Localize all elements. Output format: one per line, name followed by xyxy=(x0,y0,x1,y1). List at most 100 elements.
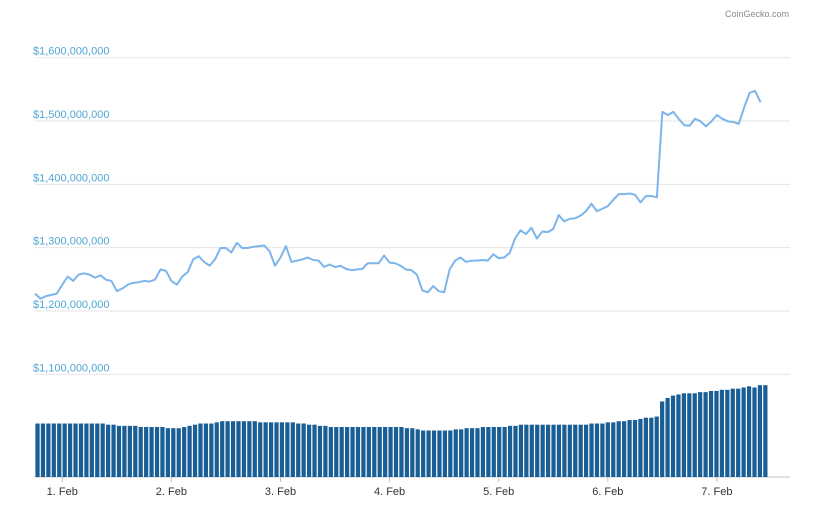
volume-bar xyxy=(594,423,600,477)
volume-bar xyxy=(600,423,605,477)
volume-bar xyxy=(562,424,567,477)
volume-bar xyxy=(268,422,274,477)
volume-bar xyxy=(171,428,176,477)
volume-bar xyxy=(725,389,730,477)
volume-bar xyxy=(448,430,453,477)
volume-bar xyxy=(67,423,73,477)
volume-bar xyxy=(301,423,306,477)
volume-bar xyxy=(100,423,105,477)
volume-bar xyxy=(230,421,236,477)
volume-bar xyxy=(589,423,594,477)
volume-bar xyxy=(176,428,181,477)
volume-bar xyxy=(106,424,111,477)
volume-bar xyxy=(122,425,127,477)
x-axis-labels: 1. Feb 2. Feb 3. Feb 4. Feb 5. Feb 6. Feb 7. F… xyxy=(47,477,732,498)
volume-bar xyxy=(442,430,448,477)
volume-bar xyxy=(350,427,355,477)
volume-bar xyxy=(507,425,513,477)
volume-bar xyxy=(236,421,241,477)
volume-bar xyxy=(323,425,328,477)
volume-bar xyxy=(220,421,225,477)
volume-bar xyxy=(698,392,703,477)
volume-bar xyxy=(681,393,686,477)
volume-bar xyxy=(736,388,741,477)
volume-bar xyxy=(567,424,572,477)
x-tick-label: 6. Feb xyxy=(592,486,623,498)
volume-bars xyxy=(35,385,768,477)
volume-bar xyxy=(165,428,170,477)
volume-bar xyxy=(665,397,670,477)
volume-bar xyxy=(676,394,681,477)
volume-bar xyxy=(57,423,62,477)
volume-bar xyxy=(46,423,51,477)
volume-bar xyxy=(459,429,464,477)
volume-bar xyxy=(480,427,486,477)
volume-bar xyxy=(556,424,562,477)
volume-bar xyxy=(339,427,344,477)
x-tick-label: 2. Feb xyxy=(156,486,187,498)
volume-bar xyxy=(334,427,339,477)
volume-bar xyxy=(312,424,317,477)
volume-bar xyxy=(317,425,323,477)
volume-bar xyxy=(187,425,192,477)
x-tick-label: 5. Feb xyxy=(483,486,514,498)
y-tick-label: $1,400,000,000 xyxy=(33,172,109,184)
volume-bar xyxy=(763,385,768,477)
volume-bar xyxy=(198,423,203,477)
volume-bar xyxy=(415,429,420,477)
volume-bar xyxy=(111,424,116,477)
volume-bar xyxy=(491,427,496,477)
volume-bar xyxy=(383,427,388,477)
volume-bar xyxy=(138,427,143,477)
volume-bar xyxy=(252,421,257,477)
volume-bar xyxy=(361,427,366,477)
volume-bar xyxy=(241,421,247,477)
volume-bar xyxy=(730,388,735,477)
volume-bar xyxy=(410,428,415,477)
volume-bar xyxy=(84,423,89,477)
y-tick-label: $1,200,000,000 xyxy=(33,299,109,311)
volume-bar xyxy=(285,422,290,477)
volume-bar xyxy=(518,424,524,477)
x-tick-label: 1. Feb xyxy=(47,486,78,498)
y-axis-labels: $1,100,000,000 $1,200,000,000 $1,300,000,0… xyxy=(33,46,109,375)
volume-bar xyxy=(535,424,540,477)
volume-bar xyxy=(290,422,295,477)
volume-bar xyxy=(437,430,442,477)
volume-bar xyxy=(632,420,638,477)
volume-bar xyxy=(660,401,665,477)
volume-bar xyxy=(377,427,382,477)
volume-bar xyxy=(475,428,480,477)
volume-bar xyxy=(741,387,746,477)
volume-bar xyxy=(654,416,659,477)
volume-bar xyxy=(692,393,697,477)
volume-bar xyxy=(486,427,491,477)
volume-bar xyxy=(540,424,545,477)
volume-bar xyxy=(703,392,708,477)
volume-bar xyxy=(51,423,56,477)
volume-bar xyxy=(502,427,507,477)
volume-bar xyxy=(431,430,437,477)
volume-bar xyxy=(328,427,333,477)
volume-bar xyxy=(404,428,409,477)
volume-bar xyxy=(752,387,757,477)
volume-bar xyxy=(497,427,502,477)
volume-bar xyxy=(714,390,719,477)
volume-bar xyxy=(366,427,371,477)
volume-bar xyxy=(426,430,431,477)
volume-bar xyxy=(182,427,187,477)
volume-bar xyxy=(279,422,285,477)
volume-bar xyxy=(127,425,132,477)
volume-bar xyxy=(203,423,209,477)
volume-bar xyxy=(453,429,458,477)
volume-bar xyxy=(73,423,78,477)
volume-bar xyxy=(687,393,692,477)
volume-bar xyxy=(78,423,84,477)
volume-bar xyxy=(306,424,312,477)
volume-bar xyxy=(622,421,627,477)
y-tick-label: $1,500,000,000 xyxy=(33,109,109,121)
y-tick-label: $1,100,000,000 xyxy=(33,362,109,374)
volume-bar xyxy=(214,422,219,477)
volume-bar xyxy=(649,417,654,477)
